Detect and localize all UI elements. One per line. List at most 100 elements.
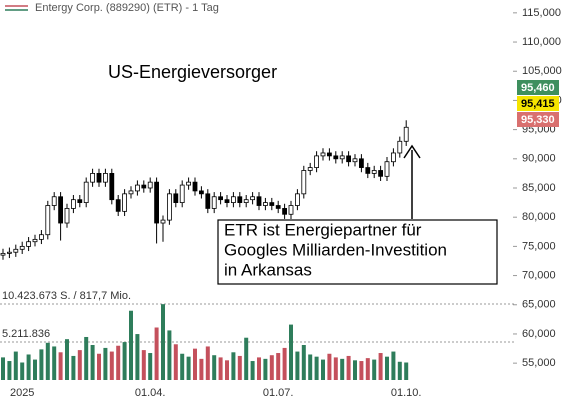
candle-body	[224, 199, 230, 203]
y-tick-label: 70,000	[522, 269, 556, 281]
volume-bar	[109, 351, 114, 380]
volume-bar	[295, 351, 300, 380]
y-tick-label: 60,000	[522, 328, 556, 340]
volume-bar	[97, 353, 101, 380]
candle-body	[71, 199, 76, 209]
volume-bar	[321, 359, 325, 380]
price-tag	[517, 96, 559, 111]
candle-body	[397, 140, 403, 154]
candle-body	[307, 167, 313, 171]
price-tag	[517, 112, 559, 127]
volume-bar	[180, 353, 185, 380]
price-tag-label: 95,330	[521, 114, 555, 126]
callout-line: ETR ist Energiepartner für	[224, 220, 422, 239]
candle-body	[90, 173, 95, 183]
volume-bar	[45, 342, 50, 380]
volume-tick-label: 10.423.673 S. / 817,7 Mio.	[2, 290, 131, 302]
candle-body	[339, 155, 345, 160]
y-tick-label: 105,000	[522, 65, 562, 77]
candle-body	[403, 126, 409, 142]
candle-body	[115, 199, 121, 212]
volume-bar	[385, 356, 389, 380]
candle-body	[205, 193, 211, 209]
y-tick-label: 55,000	[522, 357, 556, 369]
price-tag	[517, 80, 559, 95]
volume-bar	[212, 355, 217, 380]
candle-body	[77, 199, 83, 203]
volume-bar	[1, 357, 5, 380]
volume-bar	[141, 350, 146, 380]
callout-box	[217, 219, 498, 285]
volume-bar	[148, 353, 153, 380]
candle-body	[326, 152, 332, 157]
candle-body	[275, 205, 281, 209]
candle-body	[333, 155, 339, 160]
volume-bar	[301, 345, 306, 380]
candle-body	[243, 199, 249, 203]
candle-body	[13, 248, 19, 253]
volume-bar	[116, 345, 121, 380]
arrow-head	[403, 144, 421, 159]
volume-bar	[84, 336, 89, 380]
candle-body	[128, 190, 134, 195]
volume-bar	[257, 357, 261, 380]
candle-body	[294, 193, 300, 206]
volume-bar	[193, 348, 197, 380]
candle-body	[32, 238, 38, 243]
volume-bar	[365, 358, 370, 380]
price-tag-label: 95,460	[521, 82, 555, 94]
x-tick-label: 01.07.	[263, 387, 294, 399]
candle-body	[109, 173, 115, 201]
volume-bar	[52, 346, 57, 380]
volume-bar	[13, 351, 18, 380]
candle-body	[141, 184, 147, 189]
x-tick-label: 2025	[10, 387, 34, 399]
volume-bar	[173, 344, 178, 380]
candle-body	[192, 181, 198, 192]
callout-line: Googles Milliarden-Investition	[224, 240, 447, 259]
volume-bar	[65, 339, 69, 380]
volume-bar	[391, 351, 396, 380]
candle-body	[320, 152, 326, 157]
candle-body	[122, 193, 127, 212]
y-tick-label: 115,000	[522, 7, 561, 19]
candle-body	[211, 196, 217, 209]
volume-bar	[263, 358, 268, 380]
candle-body	[378, 170, 384, 177]
volume-bar	[359, 361, 364, 380]
y-tick-label: 90,000	[522, 153, 556, 165]
volume-bar	[346, 355, 351, 380]
volume-bar	[404, 362, 409, 380]
volume-bar	[7, 361, 12, 380]
candle-body	[160, 219, 166, 224]
candle-body	[64, 208, 70, 224]
volume-bar	[353, 360, 357, 380]
candle-body	[39, 234, 44, 240]
volume-bar	[218, 357, 223, 380]
volume-bar	[237, 355, 242, 380]
volume-bar	[122, 342, 127, 380]
candle-body	[358, 158, 364, 168]
volume-bar	[289, 324, 293, 380]
volume-bar	[231, 352, 236, 380]
volume-bar	[276, 353, 281, 380]
volume-bar	[154, 327, 159, 380]
candle-body	[262, 202, 268, 206]
y-tick-label: 80,000	[522, 211, 556, 223]
volume-bar	[129, 310, 133, 380]
volume-bar	[397, 361, 402, 380]
candle-body	[147, 181, 153, 189]
volume-bar	[71, 355, 76, 380]
volume-bar	[135, 334, 140, 380]
candle-body	[282, 208, 288, 215]
volume-bar	[186, 356, 191, 380]
volume-bar	[314, 356, 319, 380]
candle-body	[365, 167, 371, 174]
volume-bar	[333, 357, 338, 380]
y-tick-label: 65,000	[522, 299, 556, 311]
volume-bar	[378, 353, 383, 380]
candle-body	[269, 202, 275, 206]
volume-bar	[308, 354, 313, 380]
x-tick-label: 01.10.	[391, 387, 422, 399]
